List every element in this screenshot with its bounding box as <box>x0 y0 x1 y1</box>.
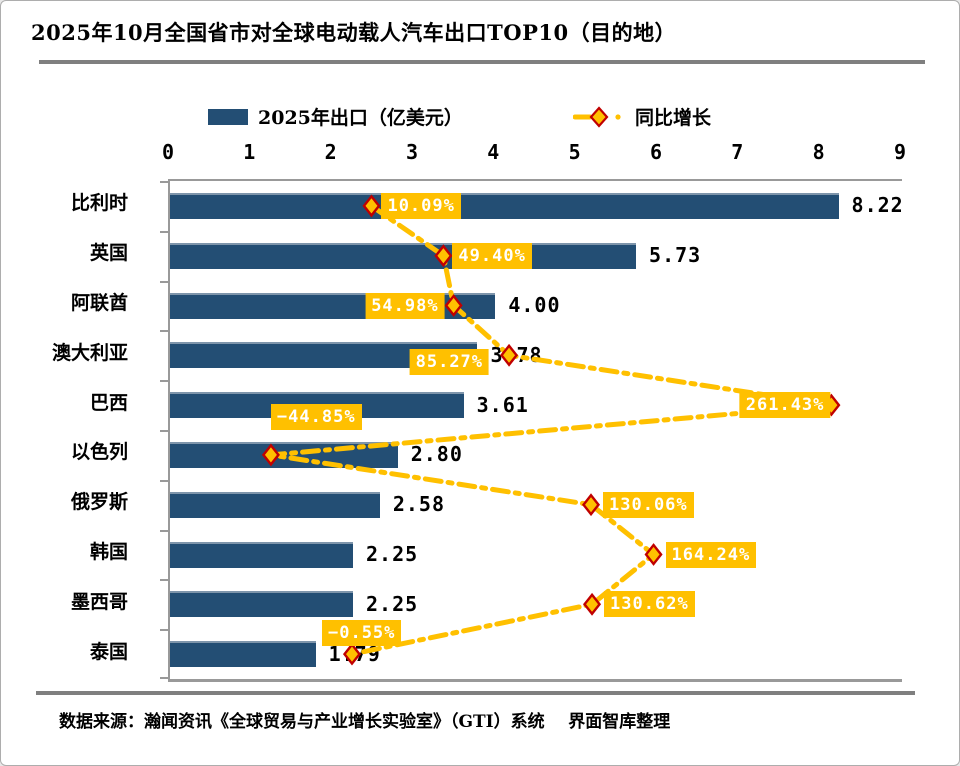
y-axis-tick <box>160 380 168 383</box>
x-tick-label: 3 <box>405 140 419 164</box>
growth-value-label: 130.62% <box>604 591 695 618</box>
growth-diamond-icon <box>583 592 602 616</box>
growth-value-label: 130.06% <box>603 491 694 518</box>
category-label: 泰国 <box>89 640 128 663</box>
export-bar <box>170 192 839 219</box>
category-label: 阿联酋 <box>70 292 128 314</box>
y-axis-tick <box>160 230 168 233</box>
bar-value-label: 3.61 <box>476 392 529 417</box>
growth-value-label: −0.55% <box>321 620 402 647</box>
growth-diamond-icon <box>434 244 453 268</box>
y-axis-tick <box>160 280 168 283</box>
growth-diamond-icon <box>444 294 463 317</box>
export-bar <box>170 491 380 518</box>
source-note: 数据来源：瀚闻资讯《全球贸易与产业增长实验室》（GTI）系统 界面智库整理 <box>59 712 671 732</box>
growth-diamond-icon <box>644 543 663 566</box>
title-divider <box>39 60 925 64</box>
growth-diamond-icon <box>581 493 601 517</box>
bar-value-label: 4.00 <box>508 293 561 317</box>
growth-value-label: 164.24% <box>665 541 757 568</box>
y-axis-tick <box>160 629 168 632</box>
bar-value-label: 2.80 <box>410 442 463 467</box>
export-bar <box>170 591 353 618</box>
y-axis-tick <box>160 479 168 482</box>
growth-diamond-icon <box>342 642 362 666</box>
growth-value-label: 10.09% <box>381 192 461 219</box>
bar-value-label: 2.25 <box>366 542 419 566</box>
x-tick-label: 9 <box>893 140 907 164</box>
y-axis-tick <box>160 579 168 582</box>
x-tick-label: 0 <box>161 140 175 164</box>
bar-value-label: 5.73 <box>649 243 702 268</box>
growth-line-layer <box>261 194 841 666</box>
export-bar <box>170 541 353 568</box>
growth-value-label: 85.27% <box>409 349 490 376</box>
x-tick-label: 8 <box>812 140 825 164</box>
growth-diamond-icon <box>500 343 519 367</box>
category-axis: 比利时英国阿联酋澳大利亚巴西以色列俄罗斯韩国墨西哥泰国 <box>1 179 128 677</box>
chart-title: 2025年10月全国省市对全球电动载人汽车出口TOP10（目的地） <box>31 20 677 45</box>
x-axis-ticks: 0 1 2 3 4 5 6 7 8 9 <box>162 140 906 166</box>
bar-value-label: 2.58 <box>392 492 445 517</box>
legend-item-growth: 同比增长 <box>573 103 711 130</box>
footer-divider <box>36 691 915 695</box>
bar-value-label: 8.22 <box>851 193 904 218</box>
category-label: 英国 <box>89 242 128 265</box>
category-label: 巴西 <box>89 391 128 414</box>
category-label: 韩国 <box>89 541 128 563</box>
x-tick-label: 6 <box>649 140 663 164</box>
x-tick-label: 1 <box>243 140 256 164</box>
export-bar <box>170 641 316 668</box>
legend-item-exports: 2025年出口（亿美元） <box>208 103 463 130</box>
x-tick-label: 2 <box>324 140 337 164</box>
category-label: 澳大利亚 <box>51 341 128 364</box>
x-tick-label: 7 <box>731 140 744 164</box>
bar-value-label: 2.25 <box>366 591 419 616</box>
category-label: 以色列 <box>70 441 128 464</box>
y-axis-tick <box>160 181 168 183</box>
category-label: 比利时 <box>70 192 128 215</box>
y-axis-tick <box>160 330 168 333</box>
export-bar <box>170 242 637 269</box>
x-tick-label: 5 <box>568 140 581 164</box>
category-label: 墨西哥 <box>70 590 128 613</box>
growth-value-label: 54.98% <box>365 292 445 319</box>
legend-growth-label: 同比增长 <box>635 107 712 129</box>
x-tick-label: 4 <box>487 140 500 164</box>
growth-diamond-icon <box>261 443 280 467</box>
y-axis-tick <box>160 430 168 432</box>
y-axis-tick <box>160 677 168 679</box>
plot-area: 8.225.734.003.783.612.802.582.252.251.79… <box>160 179 904 682</box>
growth-diamond-icon <box>362 194 381 218</box>
growth-value-label: 49.40% <box>452 242 532 269</box>
legend-exports-label: 2025年出口（亿美元） <box>258 107 463 129</box>
growth-value-label: 261.43% <box>739 392 831 419</box>
growth-value-label: −44.85% <box>270 403 362 430</box>
bar-swatch-icon <box>208 108 248 125</box>
line-diamond-icon <box>573 105 621 128</box>
y-axis-tick <box>160 529 168 532</box>
category-label: 俄罗斯 <box>70 491 128 514</box>
growth-line <box>270 203 832 657</box>
